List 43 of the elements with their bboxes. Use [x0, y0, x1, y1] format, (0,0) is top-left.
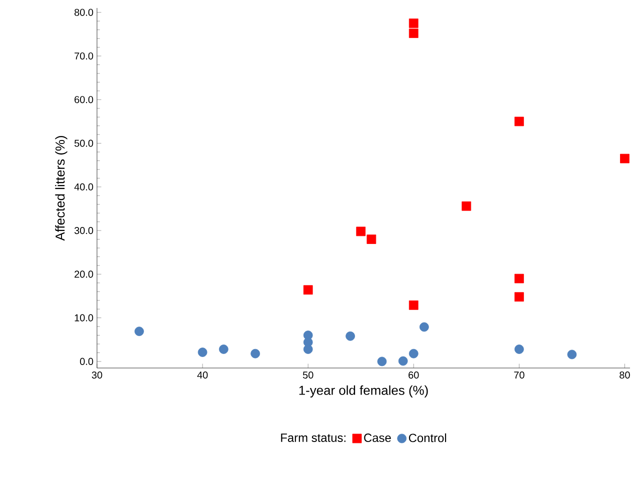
point — [462, 201, 472, 211]
x-tick-label: 50 — [302, 372, 314, 379]
x-tick-label: 80 — [620, 372, 630, 379]
x-axis-title: 1-year old females (%) — [299, 385, 428, 398]
point — [377, 356, 387, 366]
y-tick-label: 70.0 — [74, 52, 94, 60]
point — [134, 326, 144, 336]
legend-title: Farm status: — [281, 434, 346, 442]
point — [567, 350, 577, 360]
point — [514, 292, 524, 302]
y-tick-label: 30.0 — [74, 227, 94, 234]
point — [303, 344, 313, 354]
y-tick-label: 0.0 — [80, 358, 94, 365]
x-tick-label: 40 — [197, 372, 208, 379]
x-tick-label: 30 — [92, 372, 102, 379]
point — [346, 331, 355, 341]
point — [514, 274, 524, 284]
point — [366, 234, 376, 244]
legend-label: Control — [408, 433, 446, 442]
y-tick-label: 20.0 — [74, 270, 94, 278]
point — [514, 344, 524, 354]
point — [398, 356, 408, 366]
y-axis-title: Affected litters (%) — [55, 136, 68, 241]
point — [408, 300, 418, 310]
point — [514, 116, 524, 126]
point — [620, 154, 630, 164]
y-tick-label: 80.0 — [74, 8, 94, 16]
point — [250, 348, 260, 358]
legend-label: Case — [364, 434, 391, 442]
point — [408, 28, 418, 38]
x-tick-label: 60 — [408, 372, 419, 379]
y-tick-label: 40.0 — [74, 183, 94, 190]
point — [408, 348, 418, 358]
point — [218, 344, 228, 354]
point — [420, 322, 429, 332]
y-tick-label: 10.0 — [74, 314, 94, 322]
point — [356, 226, 366, 236]
point — [198, 348, 208, 357]
x-tick-label: 70 — [514, 372, 524, 379]
point — [408, 18, 418, 28]
point — [303, 285, 313, 295]
y-tick-label: 60.0 — [74, 96, 94, 104]
y-tick-label: 50.0 — [74, 140, 94, 147]
